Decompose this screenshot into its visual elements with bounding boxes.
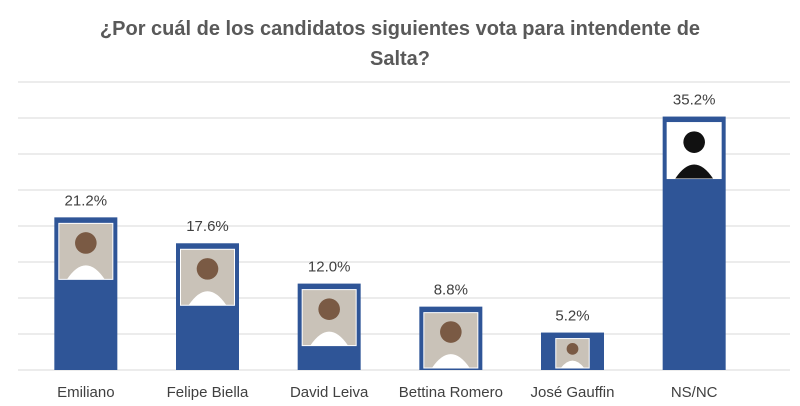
photo-body (310, 331, 349, 346)
photo-body (560, 360, 585, 368)
photo-head (75, 232, 97, 254)
x-tick-label: José Gauffin (531, 384, 615, 401)
photo-body (188, 291, 227, 306)
value-label: 21.2% (65, 192, 108, 209)
photo-body (66, 265, 105, 280)
value-label: 12.0% (308, 259, 351, 276)
photo-head (440, 321, 462, 343)
photo-head (683, 131, 705, 153)
photo-head (318, 298, 340, 321)
photo-body (431, 354, 470, 368)
chart-title: ¿Por cuál de los candidatos siguientes v… (99, 18, 701, 70)
photo-body (675, 164, 714, 179)
x-tick-label: NS/NC (671, 384, 718, 401)
photo-head (566, 342, 579, 355)
value-label: 5.2% (555, 308, 589, 325)
x-tick-label: Felipe Biella (167, 384, 249, 401)
x-tick-label: Emiliano (57, 384, 115, 401)
photo-head (196, 258, 219, 280)
value-label: 17.6% (186, 218, 229, 235)
value-label: 35.2% (673, 92, 716, 109)
x-tick-label: David Leiva (290, 384, 369, 401)
value-label: 8.8% (434, 282, 468, 299)
x-tick-label: Bettina Romero (399, 384, 503, 401)
